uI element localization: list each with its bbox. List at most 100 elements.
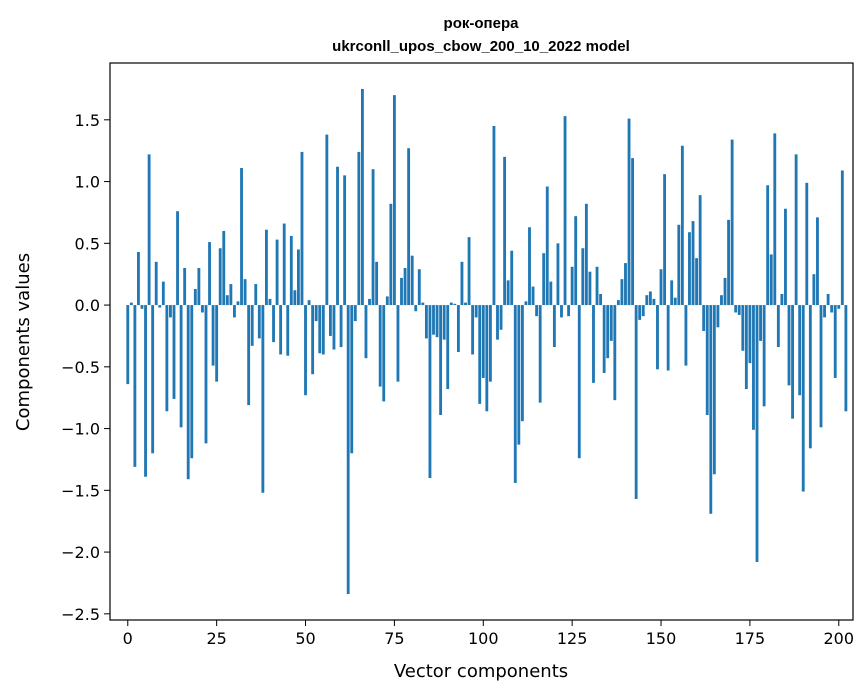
x-tick-label: 200: [824, 629, 855, 648]
bar-81: [414, 305, 418, 312]
bar-114: [531, 286, 535, 306]
bar-24: [211, 305, 215, 366]
bar-78: [403, 268, 407, 306]
bar-11: [165, 305, 169, 412]
bar-69: [371, 169, 375, 306]
bar-111: [520, 305, 524, 422]
bar-23: [208, 242, 211, 306]
bar-65: [357, 151, 361, 306]
bar-133: [599, 293, 603, 306]
y-tick-label: 1.0: [75, 173, 100, 192]
bar-167: [720, 295, 723, 306]
bar-131: [592, 305, 595, 383]
bar-179: [762, 305, 766, 407]
bar-16: [183, 268, 187, 306]
bar-156: [680, 145, 684, 306]
bar-140: [624, 263, 627, 306]
bar-123: [563, 116, 567, 306]
bar-92: [453, 303, 457, 306]
x-tick-label: 50: [295, 629, 315, 648]
y-tick-label: −2.5: [61, 605, 100, 624]
bar-53: [314, 305, 318, 322]
x-axis-ticks: 0 25 50 75 100 125 150 175 200: [123, 620, 854, 648]
bar-185: [784, 208, 787, 306]
bar-102: [488, 305, 492, 382]
bar-197: [826, 293, 830, 306]
bar-52: [311, 305, 315, 375]
bar-5: [144, 305, 147, 477]
bar-120: [552, 305, 556, 348]
bar-148: [652, 298, 656, 306]
bar-136: [609, 305, 613, 341]
bar-201: [840, 170, 844, 306]
bar-4: [140, 305, 144, 309]
bar-55: [321, 305, 325, 355]
x-tick-label: 150: [646, 629, 677, 648]
bar-196: [823, 305, 826, 318]
bar-20: [197, 268, 201, 306]
bar-61: [343, 175, 347, 306]
bar-190: [801, 305, 805, 492]
bar-104: [496, 305, 499, 340]
bar-155: [677, 224, 681, 306]
bar-187: [791, 305, 794, 419]
bar-9: [158, 305, 162, 308]
y-tick-label: −2.0: [61, 543, 100, 562]
bar-79: [407, 148, 411, 306]
bar-161: [698, 195, 702, 306]
bar-168: [723, 277, 727, 306]
bar-135: [606, 305, 610, 359]
bar-189: [798, 305, 802, 396]
bar-139: [620, 279, 624, 306]
bar-14: [176, 211, 179, 306]
bar-184: [780, 293, 784, 306]
plot-frame: [109, 62, 854, 621]
bar-138: [616, 300, 620, 306]
bar-87: [435, 305, 439, 338]
bar-51: [307, 300, 311, 306]
bar-29: [229, 284, 233, 306]
bar-166: [716, 305, 720, 328]
bar-73: [385, 296, 389, 306]
bar-172: [737, 305, 741, 315]
bar-188: [794, 154, 798, 306]
bar-198: [830, 305, 834, 313]
bar-194: [816, 217, 819, 306]
bar-27: [222, 230, 226, 306]
bar-38: [261, 305, 265, 493]
bar-191: [805, 182, 809, 306]
bar-41: [272, 305, 275, 343]
bar-10: [161, 281, 165, 306]
y-tick-label: −1.5: [61, 481, 100, 500]
bar-12: [169, 305, 172, 318]
bar-68: [368, 298, 371, 306]
bar-1: [129, 302, 133, 306]
bar-158: [688, 232, 691, 306]
bar-31: [236, 301, 240, 306]
bar-57: [328, 305, 332, 336]
bar-142: [631, 158, 635, 306]
bar-152: [666, 305, 670, 371]
bar-170: [730, 139, 734, 306]
bar-180: [766, 185, 770, 306]
bar-159: [691, 221, 695, 306]
bar-132: [595, 266, 599, 306]
bar-126: [574, 216, 578, 306]
y-axis-label: Components values: [13, 253, 34, 431]
bar-6: [147, 154, 151, 306]
y-tick-label: 1.5: [75, 111, 100, 130]
bar-34: [247, 305, 251, 406]
bar-58: [332, 305, 336, 350]
bar-47: [293, 290, 297, 306]
bar-110: [517, 305, 521, 445]
bar-186: [787, 305, 791, 386]
bar-44: [282, 223, 286, 306]
bar-200: [837, 305, 841, 309]
bar-56: [325, 134, 329, 306]
bar-17: [186, 305, 190, 480]
x-axis-label: Vector components: [394, 661, 568, 682]
bar-183: [776, 305, 780, 348]
y-axis-ticks: −2.5 −2.0 −1.5 −1.0 −0.5 0.0 0.5 1.0 1.5: [61, 111, 110, 624]
bar-77: [400, 277, 403, 306]
